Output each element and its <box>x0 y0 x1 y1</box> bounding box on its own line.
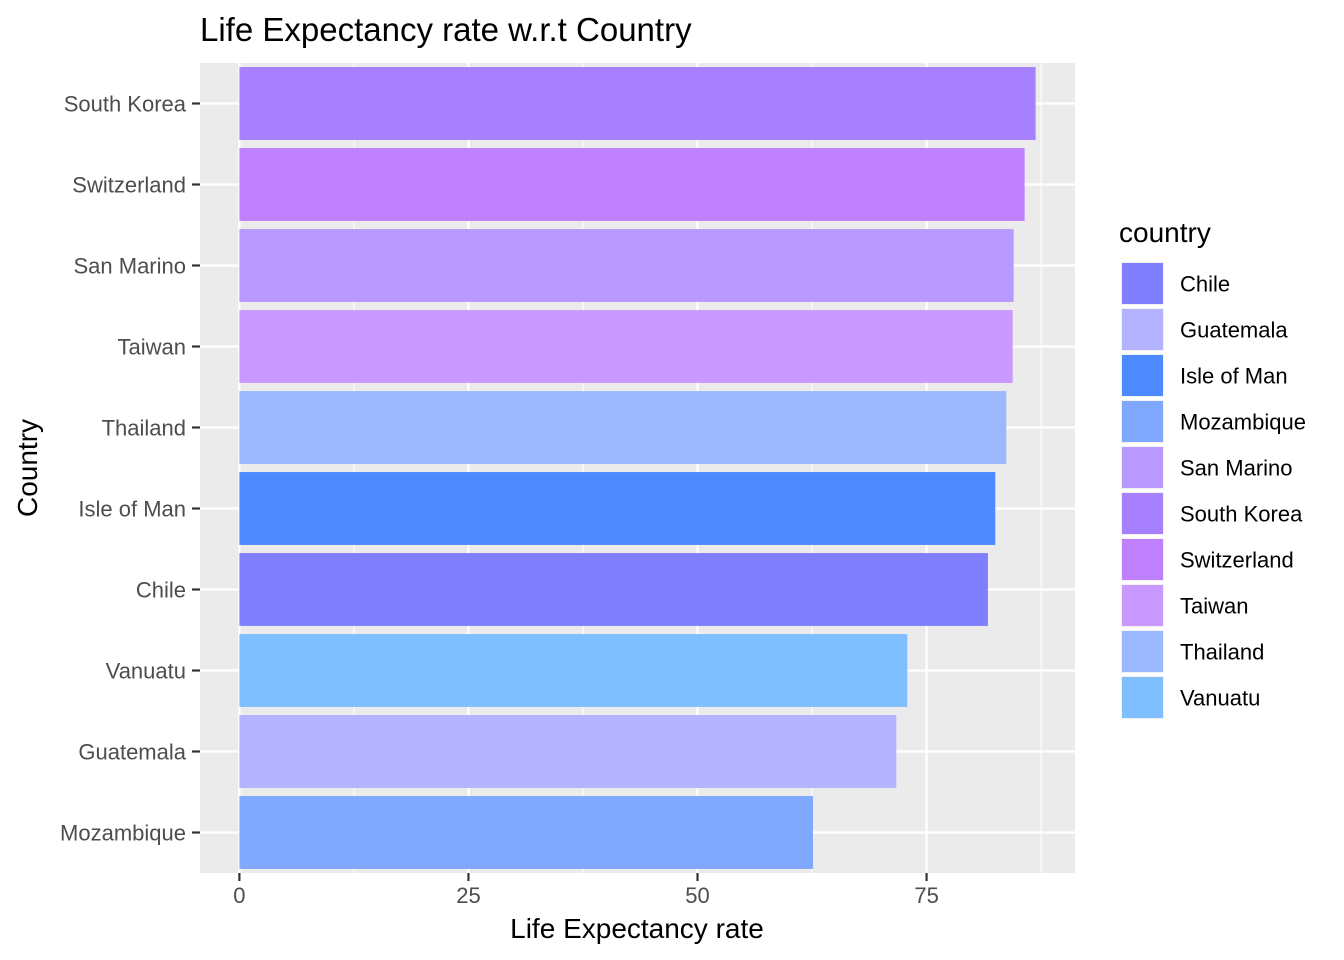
y-tick-label: Chile <box>136 578 186 603</box>
chart-title: Life Expectancy rate w.r.t Country <box>200 11 692 48</box>
legend: country Chile Guatemala Isle of Man Mozambi… <box>1119 217 1306 719</box>
bar <box>239 391 1007 464</box>
x-tick-label: 25 <box>456 883 480 908</box>
x-axis: 0 25 50 75 <box>233 873 939 908</box>
bar <box>239 67 1036 140</box>
bar <box>239 229 1014 302</box>
legend-label: Vanuatu <box>1180 686 1260 711</box>
bar <box>239 472 996 545</box>
legend-swatch <box>1122 493 1163 534</box>
bar <box>239 796 813 869</box>
y-tick-label: Vanuatu <box>106 659 186 684</box>
legend-label: South Korea <box>1180 502 1303 527</box>
legend-swatch <box>1122 309 1163 350</box>
legend-swatch <box>1122 539 1163 580</box>
x-axis-title: Life Expectancy rate <box>510 913 764 944</box>
y-tick-label: Taiwan <box>118 335 186 360</box>
bar <box>239 310 1013 383</box>
y-tick-label: Mozambique <box>60 821 186 846</box>
legend-label: Switzerland <box>1180 548 1294 573</box>
legend-label: Mozambique <box>1180 410 1306 435</box>
legend-swatch <box>1122 401 1163 442</box>
y-tick-label: Guatemala <box>78 740 186 765</box>
legend-label: San Marino <box>1180 456 1293 481</box>
legend-label: Isle of Man <box>1180 364 1288 389</box>
y-tick-label: Isle of Man <box>78 497 186 522</box>
y-axis: South Korea Switzerland San Marino Taiwan Th… <box>60 92 200 846</box>
bar <box>239 634 908 707</box>
legend-swatch <box>1122 447 1163 488</box>
y-tick-label: Thailand <box>102 416 186 441</box>
bar <box>239 553 988 626</box>
y-tick-label: South Korea <box>64 92 187 117</box>
bar <box>239 715 897 788</box>
x-tick-label: 75 <box>914 883 938 908</box>
legend-swatch <box>1122 355 1163 396</box>
legend-swatch <box>1122 263 1163 304</box>
legend-swatch <box>1122 677 1163 718</box>
legend-label: Guatemala <box>1180 318 1288 343</box>
x-tick-label: 0 <box>233 883 245 908</box>
legend-swatch <box>1122 631 1163 672</box>
y-tick-label: Switzerland <box>72 173 186 198</box>
legend-label: Taiwan <box>1180 594 1248 619</box>
bars <box>239 67 1036 869</box>
legend-title: country <box>1119 217 1211 248</box>
legend-label: Thailand <box>1180 640 1264 665</box>
y-tick-label: San Marino <box>73 254 186 279</box>
y-axis-title: Country <box>12 419 43 517</box>
x-tick-label: 50 <box>685 883 709 908</box>
bar <box>239 148 1025 221</box>
legend-label: Chile <box>1180 272 1230 297</box>
legend-swatch <box>1122 585 1163 626</box>
